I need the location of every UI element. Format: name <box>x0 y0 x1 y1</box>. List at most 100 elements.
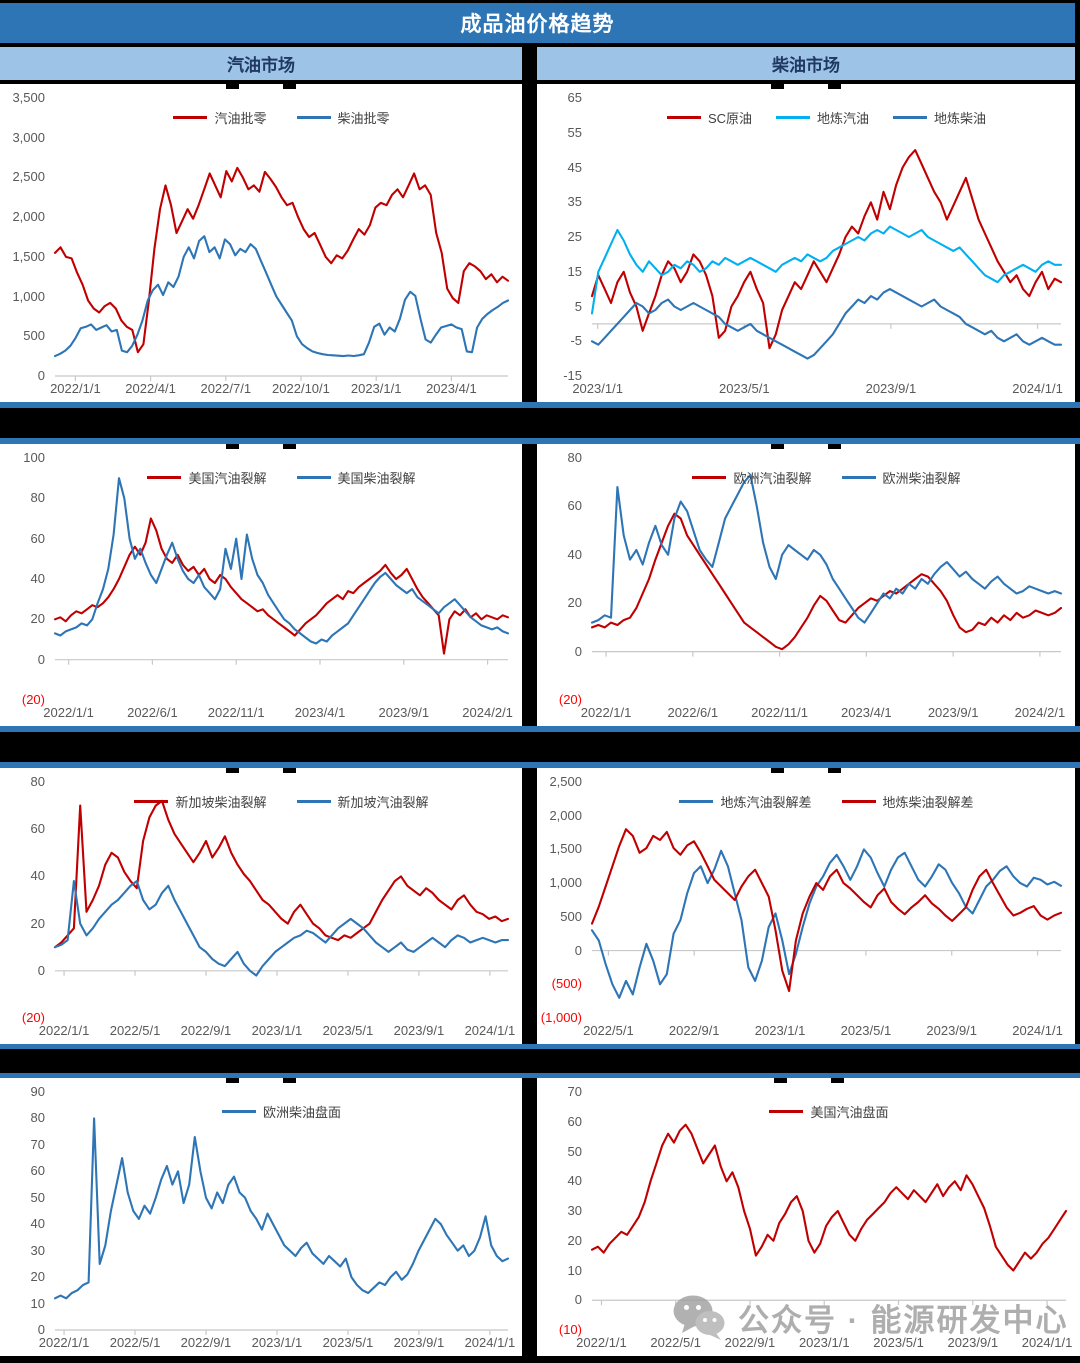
x-axis-tick-label: 2023/5/1 <box>322 1023 374 1038</box>
x-axis-tick-label: 2022/1/1 <box>580 705 632 720</box>
clipped-chart-title <box>763 768 849 773</box>
y-axis-tick-label: 80 <box>567 450 582 465</box>
x-axis-tick-label: 2022/5/1 <box>583 1023 634 1038</box>
x-axis-tick-label: 2024/1/1 <box>464 1335 516 1350</box>
chart-row-1: 3,500 3,000 2,500 2,000 1,500 1,000 500 0 2022/1… <box>0 84 1080 402</box>
x-axis-tick-label: 2022/7/1 <box>200 381 252 396</box>
chart-us-cracks: 100 80 60 40 20 0 (20) 2022/1/1 2022/6/1 2022/11/… <box>0 444 522 726</box>
chart-canvas <box>590 1123 1068 1306</box>
y-axis: 80 60 40 20 0 (20) <box>0 774 49 1025</box>
plot-area <box>53 458 510 700</box>
x-axis-tick-label: 2024/2/1 <box>1014 705 1066 720</box>
x-axis-tick-label: 2022/9/1 <box>180 1335 232 1350</box>
y-axis-tick-label: 0 <box>37 1322 45 1337</box>
chart-us-gasoline-futures: 70 60 50 40 30 20 10 0 (10) 2022/1/1 2022/5/1 2022/… <box>537 1078 1080 1356</box>
x-axis-tick-label: 2023/9/1 <box>393 1335 445 1350</box>
x-axis: 2022/1/1 2022/6/1 2022/11/1 2023/4/1 2023/9/… <box>43 705 513 723</box>
y-axis-tick-label: 60 <box>30 530 45 546</box>
x-axis-tick-label: 2022/1/1 <box>50 381 101 396</box>
y-axis-tick-label: 0 <box>37 651 45 667</box>
chart-sc-crude-vs-teapot: 65 55 45 35 25 15 5 -5 -15 2023/1/1 2023/5/1 2023/9… <box>537 84 1075 402</box>
chart-row-4: 90 80 70 60 50 40 30 20 10 0 2022/1/1 2022/5/1 2022/… <box>0 1078 1080 1356</box>
y-axis: 80 60 40 20 0 (20) <box>537 450 586 707</box>
y-axis-tick-label: 80 <box>30 774 45 789</box>
x-axis-tick-label: 2023/1/1 <box>798 1335 850 1350</box>
x-axis-tick-label: 2023/9/1 <box>927 705 979 720</box>
y-axis-tick-label: 10 <box>567 1262 582 1278</box>
x-axis-tick-label: 2022/5/1 <box>650 1335 702 1350</box>
x-axis-tick-label: 2022/6/1 <box>667 705 719 720</box>
y-axis-tick-label: 40 <box>30 868 45 884</box>
y-axis-tick-label: 80 <box>30 490 45 506</box>
page-title: 成品油价格趋势 <box>460 13 615 36</box>
x-axis-tick-label: 2022/1/1 <box>43 705 94 720</box>
watermark: 公众号 · 能源研发中心 <box>672 1294 1069 1340</box>
x-axis-tick-label: 2023/5/1 <box>322 1335 374 1350</box>
chart-europe-cracks: 80 60 40 20 0 (20) 2022/1/1 2022/6/1 2022/11/1 20… <box>537 444 1075 726</box>
x-axis-tick-label: 2023/1/1 <box>350 381 402 396</box>
x-axis-tick-label: 2024/1/1 <box>1012 381 1063 396</box>
column-divider <box>522 768 537 1044</box>
y-axis-tick-label: (10) <box>558 1322 582 1337</box>
x-axis-tick-label: 2023/5/1 <box>718 381 770 396</box>
wechat-icon <box>673 1295 725 1340</box>
column-divider <box>522 47 537 80</box>
y-axis-tick-label: (20) <box>21 692 45 707</box>
clipped-chart-title <box>218 84 304 89</box>
y-axis-tick-label: 50 <box>567 1143 582 1159</box>
y-axis: 100 80 60 40 20 0 (20) <box>0 450 49 707</box>
y-axis-tick-label: (20) <box>558 692 582 707</box>
x-axis-tick-label: 2023/9/1 <box>865 381 917 396</box>
chart-row-2: 100 80 60 40 20 0 (20) 2022/1/1 2022/6/1 2022/11/… <box>0 444 1080 726</box>
y-axis-tick-label: 60 <box>30 1163 45 1179</box>
column-divider <box>522 444 537 726</box>
y-axis-tick-label: 0 <box>37 962 45 978</box>
y-axis-tick-label: 0 <box>574 643 582 659</box>
x-axis-tick-label: 2024/1/1 <box>1012 1023 1063 1038</box>
y-axis: 70 60 50 40 30 20 10 0 (10) <box>537 1084 586 1337</box>
y-axis-tick-label: 70 <box>567 1084 582 1099</box>
y-axis: 2,500 2,000 1,500 1,000 500 0 (500) (1,000) <box>537 774 586 1025</box>
column-header-diesel: 柴油市场 <box>537 47 1075 80</box>
chart-singapore-cracks: 80 60 40 20 0 (20) 2022/1/1 2022/5/1 2022/9/1 202… <box>0 768 522 1044</box>
plot-area <box>53 782 510 1018</box>
row-separator <box>0 726 1080 768</box>
y-axis-tick-label: -15 <box>563 368 582 383</box>
x-axis-tick-label: 2023/9/1 <box>378 705 430 720</box>
column-header-diesel-label: 柴油市场 <box>772 56 840 75</box>
x-axis-tick-label: 2024/1/1 <box>464 1023 516 1038</box>
plot-area <box>590 98 1063 376</box>
x-axis-tick-label: 2022/5/1 <box>109 1023 161 1038</box>
x-axis-tick-label: 2022/6/1 <box>127 705 178 720</box>
x-axis-tick-label: 2023/9/1 <box>393 1023 445 1038</box>
y-axis-tick-label: 30 <box>567 1203 582 1218</box>
chart-canvas <box>53 477 510 665</box>
y-axis-tick-label: 45 <box>567 159 582 175</box>
x-axis-tick-label: 2023/1/1 <box>754 1023 806 1038</box>
x-axis: 2023/1/1 2023/5/1 2023/9/1 2024/1/1 <box>572 381 1063 399</box>
x-axis: 2022/1/1 2022/5/1 2022/9/1 2023/1/1 2023/5/1… <box>576 1335 1072 1353</box>
x-axis-tick-label: 2022/10/1 <box>272 381 330 396</box>
y-axis-tick-label: 3,000 <box>12 129 45 145</box>
x-axis-tick-label: 2023/1/1 <box>251 1023 303 1038</box>
row-separator <box>0 402 1080 444</box>
x-axis-tick-label: 2023/4/1 <box>426 381 477 396</box>
y-axis-tick-label: (20) <box>21 1010 45 1025</box>
column-divider <box>522 1078 537 1356</box>
y-axis-tick-label: -5 <box>570 333 582 349</box>
x-axis-tick-label: 2022/1/1 <box>38 1335 90 1350</box>
y-axis-tick-label: 60 <box>30 821 45 837</box>
chart-canvas <box>590 149 1063 360</box>
y-axis-tick-label: 50 <box>30 1189 45 1205</box>
column-header-gasoline: 汽油市场 <box>0 47 522 80</box>
y-axis-tick-label: 3,500 <box>12 90 45 105</box>
x-axis-tick-label: 2023/5/1 <box>840 1023 892 1038</box>
y-axis-tick-label: (500) <box>551 976 582 992</box>
report-title-bar: 成品油价格趋势 <box>0 0 1080 47</box>
y-axis-tick-label: 5 <box>574 298 582 314</box>
y-axis-tick-label: 55 <box>567 124 582 140</box>
chart-canvas <box>53 799 510 977</box>
clipped-chart-title <box>766 1078 852 1083</box>
x-axis-tick-label: 2023/1/1 <box>251 1335 303 1350</box>
